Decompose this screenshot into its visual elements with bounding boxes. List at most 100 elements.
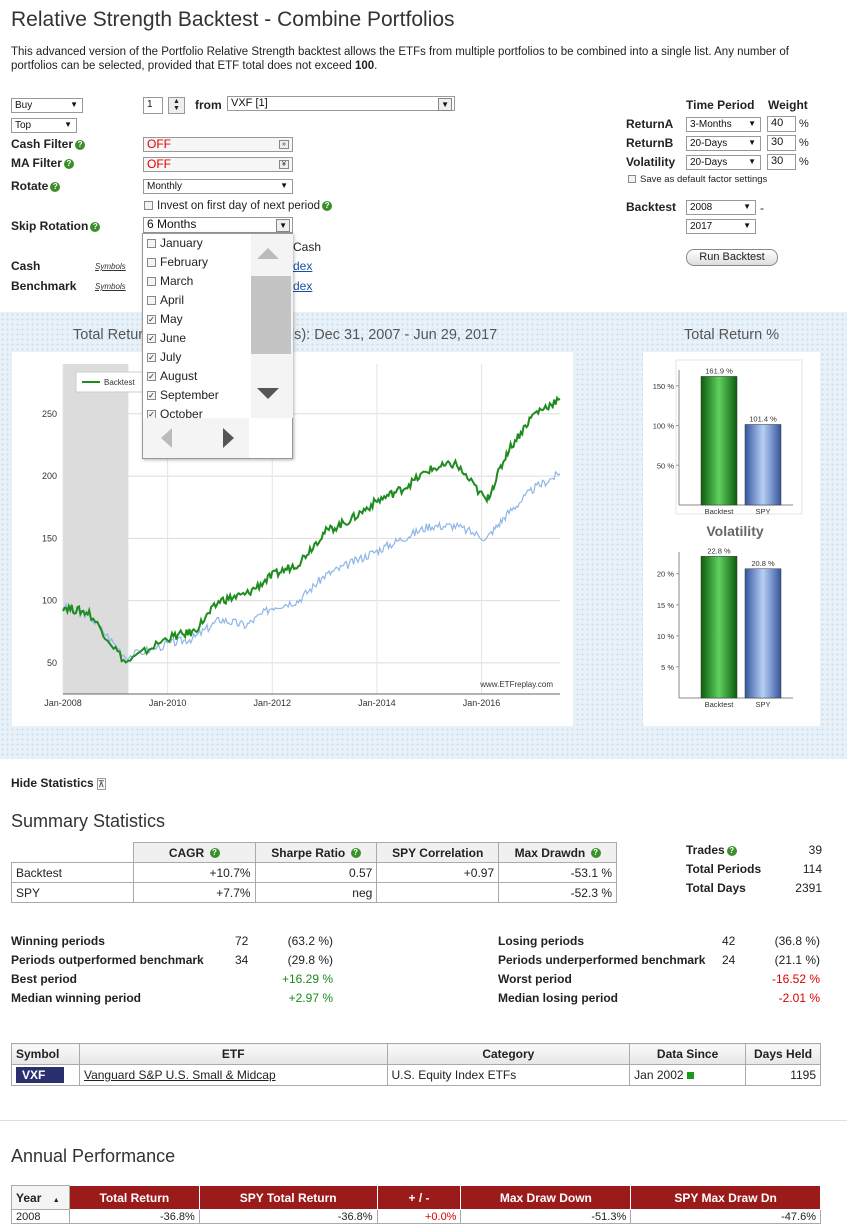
benchmark-index-link[interactable]: dex — [293, 279, 313, 293]
annual-header[interactable]: Total Return — [68, 1185, 200, 1210]
cash-filter-field[interactable]: OFF» — [143, 137, 293, 152]
y-tick-label: 250 — [42, 409, 57, 419]
volatility-chart-title: Volatility — [706, 523, 764, 539]
period-stat-row: Median losing period -2.01 % — [498, 991, 820, 1005]
from-label: from — [195, 98, 222, 112]
action-select[interactable]: Buy ▼ — [11, 98, 83, 113]
returnB-weight-input[interactable]: 30 — [767, 135, 796, 151]
etf-header[interactable]: Symbol — [11, 1043, 80, 1065]
bar-value-label: 161.9 % — [705, 366, 733, 375]
scroll-up-icon[interactable] — [257, 248, 279, 259]
etf-header[interactable]: ETF — [78, 1043, 388, 1065]
month-option-january[interactable]: January — [147, 236, 203, 250]
help-icon: ? — [75, 139, 86, 150]
percent-sign: % — [799, 137, 809, 149]
benchmark-symbols-link[interactable]: Symbols — [95, 282, 126, 291]
returnB-select[interactable]: 20-Days ▼ — [686, 136, 761, 151]
annual-cell: 2008 — [11, 1209, 70, 1224]
cash-symbols-link[interactable]: Symbols — [95, 262, 126, 271]
trades-block: Trades? 39 Total Periods 114 Total Days 239… — [686, 843, 822, 895]
weight-header: Weight — [768, 98, 808, 112]
watermark: www.ETFreplay.com — [479, 680, 553, 689]
summary-title: Summary Statistics — [11, 811, 166, 831]
recession-shading — [63, 364, 129, 694]
summary-cell: -53.1 % — [498, 862, 617, 883]
save-default-checkbox[interactable]: Save as default factor settings — [628, 174, 767, 185]
summary-table: CAGR ? Sharpe Ratio ? SPY Correlation Max … — [11, 842, 617, 903]
count-spinner[interactable]: ▲ ▼ — [168, 97, 185, 114]
dropdown-scrollbar[interactable] — [251, 234, 293, 418]
etf-name-link[interactable]: Vanguard S&P U.S. Small & Midcap — [83, 1068, 276, 1082]
y-tick-label: 200 — [42, 471, 57, 481]
hide-statistics-toggle[interactable]: Hide Statistics ⊼ — [11, 776, 106, 790]
summary-cell: neg — [254, 882, 378, 903]
run-backtest-button[interactable]: Run Backtest — [686, 249, 778, 266]
period-stat-row: Winning periods 72 (63.2 %) — [11, 934, 333, 948]
month-option-june[interactable]: ✓ June — [147, 331, 187, 345]
y-tick-label: 20 % — [657, 570, 674, 579]
etf-header[interactable]: Days Held — [745, 1043, 821, 1065]
cash-label: Cash — [11, 259, 41, 273]
main-chart-title-left: Total Retur — [73, 327, 144, 343]
etf-data-since: Jan 2002 — [629, 1064, 747, 1086]
volatility-weight-input[interactable]: 30 — [767, 154, 796, 170]
checkbox-icon: ✓ — [147, 410, 156, 418]
month-option-march[interactable]: March — [147, 274, 193, 288]
invest-first-day-checkbox[interactable]: Invest on first day of next period? — [144, 200, 333, 212]
volatility-select[interactable]: 20-Days ▼ — [686, 155, 761, 170]
summary-cell: +0.97 — [376, 862, 500, 883]
rank-select[interactable]: Top ▼ — [11, 118, 77, 133]
month-option-february[interactable]: February — [147, 255, 208, 269]
count-input[interactable]: 1 — [143, 97, 163, 114]
annual-header[interactable]: Max Draw Down — [460, 1185, 632, 1210]
checkbox-icon: ✓ — [147, 315, 156, 325]
annual-cell: -51.3% — [460, 1209, 632, 1224]
status-square-icon — [686, 1072, 694, 1079]
etf-table: Symbol ETF Category Data Since Days Held VXF… — [11, 1043, 821, 1086]
summary-cell: +7.7% — [132, 882, 256, 903]
skip-rotation-dropdown[interactable]: January February March April ✓ May ✓ June ✓ July ✓… — [142, 233, 293, 459]
month-option-september[interactable]: ✓ September — [147, 388, 219, 402]
horizontal-scrollbar[interactable] — [143, 418, 249, 458]
month-option-april[interactable]: April — [147, 293, 184, 307]
scroll-thumb[interactable] — [251, 276, 291, 354]
checkbox-icon — [147, 296, 156, 306]
returnA-weight-input[interactable]: 40 — [767, 116, 796, 132]
summary-cell: -52.3 % — [498, 882, 617, 903]
summary-cell: SPY — [11, 882, 134, 903]
annual-header[interactable]: SPY Total Return — [198, 1185, 378, 1210]
rotate-select[interactable]: Monthly ▼ — [143, 179, 293, 194]
x-tick-label: Jan-2010 — [149, 698, 187, 708]
scroll-left-icon[interactable] — [161, 428, 172, 448]
end-year-select[interactable]: 2017 ▼ — [686, 219, 756, 234]
month-option-october[interactable]: ✓ October — [147, 407, 203, 418]
etf-header[interactable]: Category — [386, 1043, 631, 1065]
help-icon: ? — [726, 845, 737, 856]
bar-category-label: Backtest — [705, 700, 735, 709]
etf-header[interactable]: Data Since — [629, 1043, 747, 1065]
checkbox-icon: ✓ — [147, 372, 156, 382]
bar-category-label: Backtest — [705, 507, 735, 516]
month-option-august[interactable]: ✓ August — [147, 369, 198, 383]
ma-filter-field[interactable]: OFF ¥ — [143, 157, 293, 172]
spy-series-line — [62, 470, 561, 662]
expand-icon: ¥ — [279, 160, 289, 169]
start-year-select[interactable]: 2008 ▼ — [686, 200, 756, 215]
skip-rotation-label: Skip Rotation? — [11, 219, 101, 233]
checkbox-icon — [147, 277, 156, 287]
annual-header[interactable]: Year ▲ — [11, 1185, 70, 1210]
summary-header: CAGR ? — [132, 842, 256, 863]
portfolio-select[interactable]: VXF [1] ▼ — [227, 96, 455, 111]
annual-header[interactable]: + / - — [376, 1185, 462, 1210]
cash-index-link[interactable]: dex — [293, 259, 313, 273]
annual-header[interactable]: SPY Max Draw Dn — [630, 1185, 821, 1210]
scroll-down-icon[interactable] — [257, 388, 279, 399]
y-tick-label: 50 — [47, 658, 57, 668]
annual-cell: -47.6% — [630, 1209, 821, 1224]
month-option-may[interactable]: ✓ May — [147, 312, 183, 326]
period-stat-row: Losing periods 42 (36.8 %) — [498, 934, 820, 948]
skip-rotation-select[interactable]: 6 Months ▼ — [143, 217, 293, 233]
scroll-right-icon[interactable] — [223, 428, 234, 448]
month-option-july[interactable]: ✓ July — [147, 350, 182, 364]
returnA-select[interactable]: 3-Months ▼ — [686, 117, 761, 132]
